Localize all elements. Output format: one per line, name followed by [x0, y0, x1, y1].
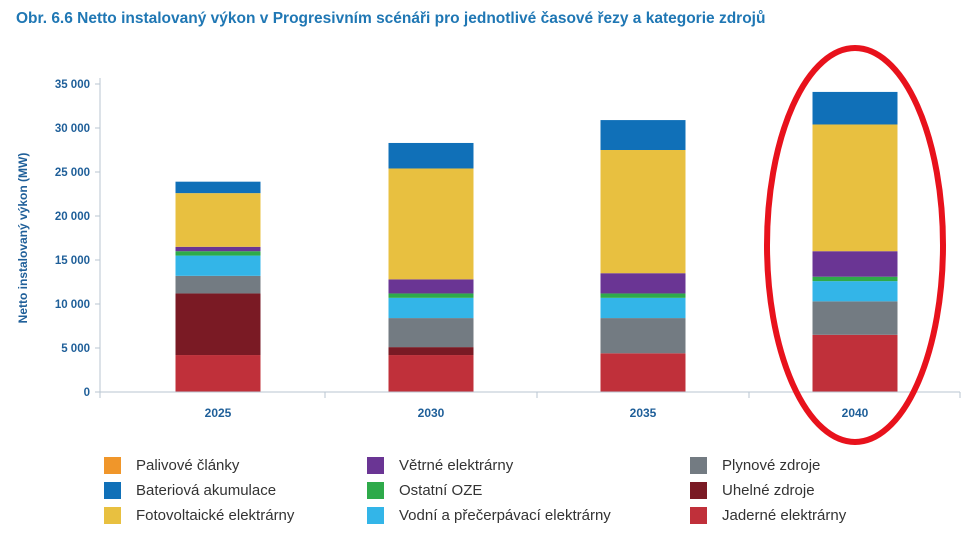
y-tick-label: 30 000	[55, 123, 90, 135]
bar-segment	[600, 293, 686, 298]
bar-segment	[812, 124, 898, 252]
bar-segment	[388, 297, 474, 319]
bar-segment	[812, 301, 898, 335]
y-tick-label: 5 000	[61, 343, 90, 355]
bar-segment	[388, 355, 474, 392]
bar-segment	[175, 355, 261, 392]
bar-segment	[812, 281, 898, 302]
bar-segment	[388, 347, 474, 356]
x-tick-label: 2035	[630, 406, 657, 420]
y-tick-label: 35 000	[55, 79, 90, 91]
y-tick-label: 0	[84, 387, 90, 399]
bar-segment	[175, 193, 261, 247]
x-axis: 2025 2030 2035 2040	[99, 391, 961, 420]
bar-segment	[175, 255, 261, 276]
bar-segment	[600, 120, 686, 150]
bar-segment	[175, 251, 261, 256]
x-tick-label: 2040	[842, 406, 869, 420]
bar-segment	[600, 273, 686, 294]
y-tick-label: 25 000	[55, 167, 90, 179]
bar-segment	[388, 279, 474, 294]
bar-segment	[600, 353, 686, 392]
x-tick-label: 2025	[205, 406, 232, 420]
y-axis-label: Netto instalovaný výkon (MW)	[16, 153, 30, 324]
bar-segment	[600, 318, 686, 354]
y-tick-label: 10 000	[55, 299, 90, 311]
bar-segment	[812, 276, 898, 282]
bar-segment	[600, 297, 686, 319]
y-axis: 0 5 000 10 000 15 000 20 000 25 000 30 000 35 0…	[16, 78, 101, 399]
bar-segment	[388, 293, 474, 298]
bar-segment	[812, 91, 898, 125]
bar-segment	[388, 318, 474, 348]
annotations	[764, 45, 946, 445]
bar-segment	[175, 275, 261, 294]
bar-segment	[175, 181, 261, 194]
chart-title: Obr. 6.6 Netto instalovaný výkon v Progr…	[16, 10, 766, 27]
bar-segment	[175, 246, 261, 252]
y-tick-label: 20 000	[55, 211, 90, 223]
bar-segment	[600, 150, 686, 274]
highlight-ellipse	[764, 45, 946, 445]
bar-segment	[812, 334, 898, 392]
bars	[175, 91, 898, 392]
bar-segment	[812, 251, 898, 277]
y-tick-label: 15 000	[55, 255, 90, 267]
x-tick-label: 2030	[418, 406, 445, 420]
bar-segment	[388, 142, 474, 169]
bar-segment	[175, 293, 261, 356]
bar-segment	[388, 168, 474, 280]
